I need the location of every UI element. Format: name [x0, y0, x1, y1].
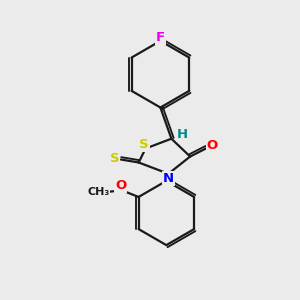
Text: S: S: [139, 138, 149, 152]
Text: CH₃: CH₃: [87, 187, 110, 197]
Text: H: H: [177, 128, 188, 141]
Text: N: N: [163, 172, 174, 185]
Text: S: S: [110, 152, 119, 164]
Text: F: F: [156, 31, 165, 44]
Text: O: O: [207, 139, 218, 152]
Text: O: O: [115, 179, 126, 193]
